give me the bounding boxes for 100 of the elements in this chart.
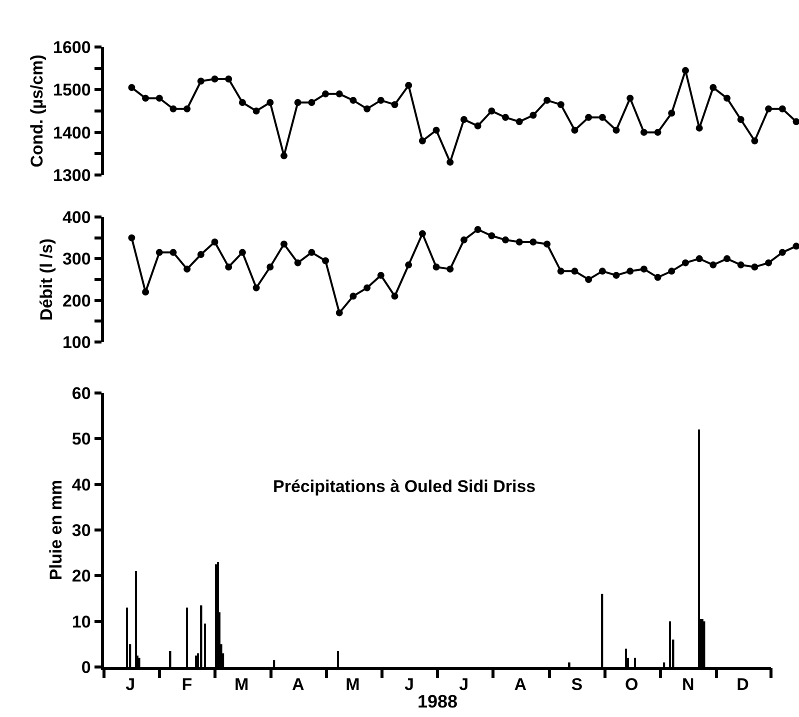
y-tick-label: 50 bbox=[72, 430, 91, 449]
x-tick-label: J bbox=[126, 675, 136, 694]
point bbox=[778, 105, 786, 112]
point bbox=[737, 261, 744, 268]
y-tick-label: 40 bbox=[72, 475, 91, 494]
y-tick-label: 200 bbox=[62, 291, 91, 310]
y-tick-label: 1300 bbox=[53, 166, 91, 185]
point bbox=[364, 105, 371, 112]
point bbox=[530, 112, 537, 119]
x-tick-label: M bbox=[346, 675, 360, 694]
point bbox=[654, 274, 662, 281]
x-tick-label: J bbox=[404, 675, 414, 694]
point bbox=[322, 257, 330, 264]
point bbox=[460, 236, 468, 244]
point bbox=[238, 98, 246, 106]
x-tick-label: F bbox=[182, 675, 192, 694]
point bbox=[197, 251, 204, 258]
point bbox=[598, 114, 606, 121]
y-tick-label: 1500 bbox=[53, 80, 91, 100]
point bbox=[765, 105, 772, 112]
point bbox=[128, 84, 136, 92]
point bbox=[211, 76, 218, 82]
point bbox=[626, 94, 634, 102]
point bbox=[778, 248, 786, 256]
point bbox=[626, 268, 634, 275]
x-tick-label: A bbox=[292, 675, 304, 694]
y-tick-label: 300 bbox=[62, 250, 91, 269]
point bbox=[350, 292, 357, 300]
point bbox=[184, 105, 191, 112]
y-tick-label: 0 bbox=[81, 658, 91, 677]
point bbox=[308, 248, 316, 256]
point bbox=[516, 238, 523, 246]
y-tick-label: 60 bbox=[72, 384, 91, 403]
point bbox=[544, 240, 551, 248]
point bbox=[252, 284, 260, 292]
x-tick-label: N bbox=[682, 675, 694, 694]
point bbox=[710, 261, 717, 268]
point bbox=[322, 90, 330, 98]
point bbox=[640, 128, 648, 136]
point bbox=[474, 122, 482, 130]
point bbox=[502, 114, 509, 121]
y-tick-label: 30 bbox=[72, 520, 91, 540]
y-axis-title: Pluie en mm bbox=[46, 480, 66, 580]
point bbox=[696, 124, 703, 132]
point bbox=[668, 110, 676, 117]
point bbox=[266, 264, 274, 270]
point bbox=[612, 126, 620, 134]
point bbox=[557, 101, 564, 108]
point bbox=[682, 66, 689, 74]
point bbox=[612, 272, 620, 279]
point bbox=[225, 264, 232, 270]
point bbox=[544, 96, 551, 104]
y-tick-label: 400 bbox=[62, 208, 91, 227]
point bbox=[446, 266, 454, 273]
point bbox=[502, 236, 509, 244]
point bbox=[432, 264, 440, 270]
x-axis-title: 1988 bbox=[417, 691, 458, 712]
x-tick-label: J bbox=[459, 675, 469, 694]
point bbox=[585, 276, 592, 283]
point bbox=[377, 96, 384, 104]
point bbox=[156, 248, 163, 256]
x-tick-label: A bbox=[514, 675, 527, 694]
point bbox=[765, 259, 772, 266]
point bbox=[516, 118, 523, 126]
point bbox=[308, 98, 316, 106]
point bbox=[654, 128, 662, 136]
point bbox=[364, 284, 371, 292]
point bbox=[377, 272, 384, 279]
point bbox=[405, 82, 412, 89]
point bbox=[156, 94, 163, 102]
point bbox=[184, 266, 191, 273]
point bbox=[640, 266, 648, 273]
point bbox=[571, 126, 578, 134]
point bbox=[585, 114, 592, 121]
x-tick-label: S bbox=[571, 675, 583, 694]
point bbox=[225, 76, 232, 82]
point bbox=[530, 238, 537, 246]
y-axis-title: Cond. (µs/cm) bbox=[28, 54, 47, 168]
point bbox=[488, 232, 496, 240]
point bbox=[792, 242, 799, 250]
point bbox=[418, 137, 426, 144]
y-axis-title: Débit (l /s) bbox=[37, 238, 56, 321]
point bbox=[474, 226, 482, 233]
point bbox=[724, 94, 731, 102]
x-tick-label: M bbox=[234, 675, 249, 694]
point bbox=[252, 108, 260, 114]
y-tick-label: 100 bbox=[62, 332, 91, 352]
point bbox=[598, 268, 606, 275]
point bbox=[294, 259, 302, 266]
point bbox=[142, 288, 150, 296]
point bbox=[751, 137, 758, 144]
annotation: Précipitations à Ouled Sidi Driss bbox=[273, 477, 536, 496]
point bbox=[418, 230, 426, 238]
point bbox=[696, 255, 703, 262]
point bbox=[792, 118, 799, 126]
point bbox=[170, 105, 177, 112]
point bbox=[724, 255, 731, 262]
point bbox=[446, 158, 454, 166]
point bbox=[142, 94, 150, 102]
point bbox=[710, 84, 717, 92]
